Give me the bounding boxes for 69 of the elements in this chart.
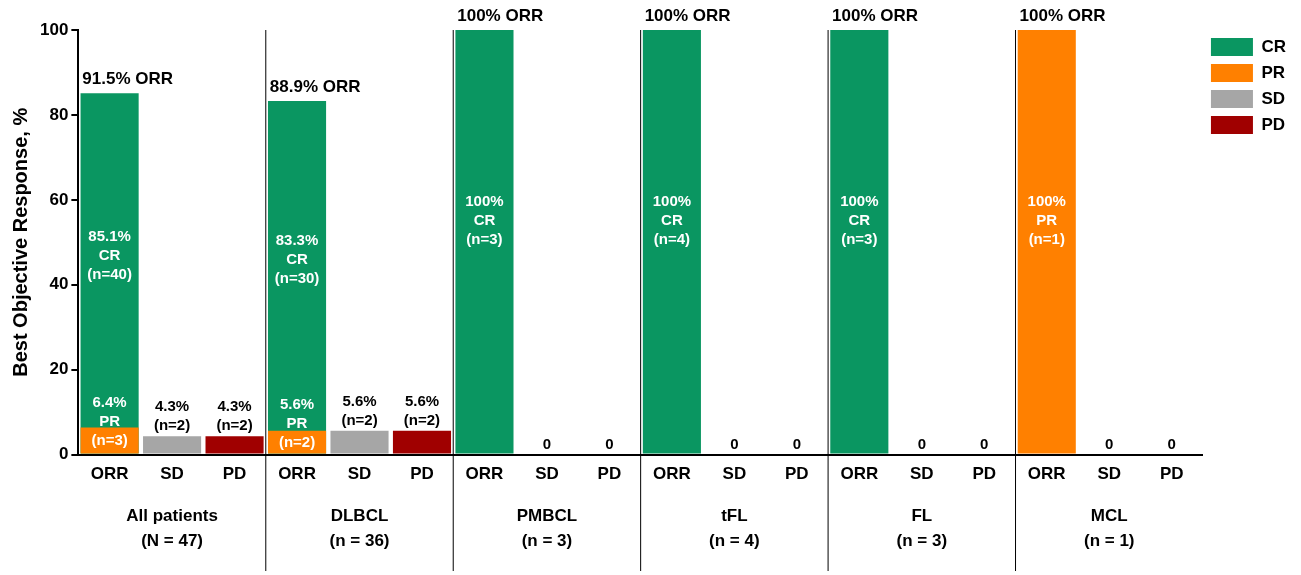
- text: DLBCL (n = 36): [329, 506, 390, 551]
- data-label: 0: [980, 434, 989, 452]
- text: FL (n = 3): [896, 506, 948, 551]
- data-label: 0: [730, 434, 739, 452]
- data-label: 6.4% PR (n=3): [91, 393, 128, 449]
- text: 100% ORR: [457, 5, 544, 25]
- data-label: 0: [792, 434, 802, 452]
- x-tick-label: PD: [597, 464, 622, 484]
- bar: [455, 30, 514, 454]
- legend-label: CR: [1261, 36, 1287, 56]
- x-tick-label: SD: [347, 464, 372, 484]
- data-label: 100% CR (n=3): [465, 192, 504, 248]
- data-label: 85.1% CR (n=40): [87, 227, 132, 283]
- annotation: 91.5% ORR: [82, 68, 174, 88]
- x-tick-label: ORR: [1027, 464, 1066, 484]
- data-label: 4.3% (n=2): [153, 397, 191, 434]
- bar: [1017, 30, 1076, 454]
- bar: [392, 430, 452, 454]
- data-label: 0: [917, 434, 926, 452]
- data-label: 0: [542, 434, 552, 452]
- y-tick-label: 40: [49, 274, 69, 294]
- bar: [642, 30, 701, 454]
- x-tick-label: PD: [1159, 464, 1184, 484]
- x-tick-label: PD: [410, 464, 434, 484]
- legend-label: PR: [1261, 62, 1286, 82]
- bar: [143, 436, 202, 454]
- text: 100% ORR: [644, 5, 731, 25]
- data-label: 100% CR (n=4): [652, 192, 692, 248]
- data-label: 100% PR (n=1): [1027, 192, 1066, 248]
- text: 100% ORR: [1019, 5, 1106, 25]
- data-label: 0: [605, 434, 614, 452]
- y-tick-label: 100: [39, 19, 69, 39]
- text: All patients (N = 47): [126, 506, 218, 551]
- x-tick-label: SD: [909, 464, 934, 484]
- text: tFL (n = 4): [709, 506, 760, 551]
- x-tick-label: SD: [160, 464, 184, 484]
- x-tick-label: SD: [722, 464, 747, 484]
- text: MCL (n = 1): [1083, 506, 1135, 551]
- y-tick-label: 80: [49, 104, 69, 124]
- x-tick-label: SD: [535, 464, 559, 484]
- x-tick-label: PD: [972, 464, 997, 484]
- y-axis-title: Best Objective Response, %: [8, 107, 31, 377]
- text: 100% ORR: [832, 5, 919, 25]
- data-label: 100% CR (n=3): [840, 192, 879, 248]
- x-tick-label: ORR: [465, 464, 504, 484]
- x-tick-label: ORR: [653, 464, 691, 484]
- data-label: 0: [1105, 434, 1114, 452]
- legend-label: PD: [1261, 114, 1286, 134]
- text: PMBCL (n = 3): [516, 506, 578, 551]
- data-label: 83.3% CR (n=30): [274, 231, 320, 287]
- data-label: 4.3% (n=2): [216, 397, 253, 434]
- x-tick-label: ORR: [278, 464, 316, 484]
- x-tick-label: SD: [1097, 464, 1122, 484]
- bar: [205, 436, 264, 454]
- annotation: 88.9% ORR: [269, 76, 361, 96]
- x-tick-label: PD: [222, 464, 247, 484]
- data-label: 5.6% (n=2): [403, 391, 441, 428]
- data-label: 0: [1167, 434, 1176, 452]
- y-tick-label: 0: [58, 444, 69, 464]
- y-tick-label: 20: [49, 359, 69, 379]
- bar: [330, 430, 389, 454]
- x-tick-label: PD: [785, 464, 809, 484]
- x-tick-label: ORR: [90, 464, 129, 484]
- data-label: 5.6% PR (n=2): [278, 394, 316, 450]
- bar: [830, 30, 889, 454]
- data-label: 5.6% (n=2): [341, 391, 378, 428]
- y-tick-label: 60: [49, 189, 69, 209]
- x-tick-label: ORR: [840, 464, 879, 484]
- legend-label: SD: [1261, 88, 1286, 108]
